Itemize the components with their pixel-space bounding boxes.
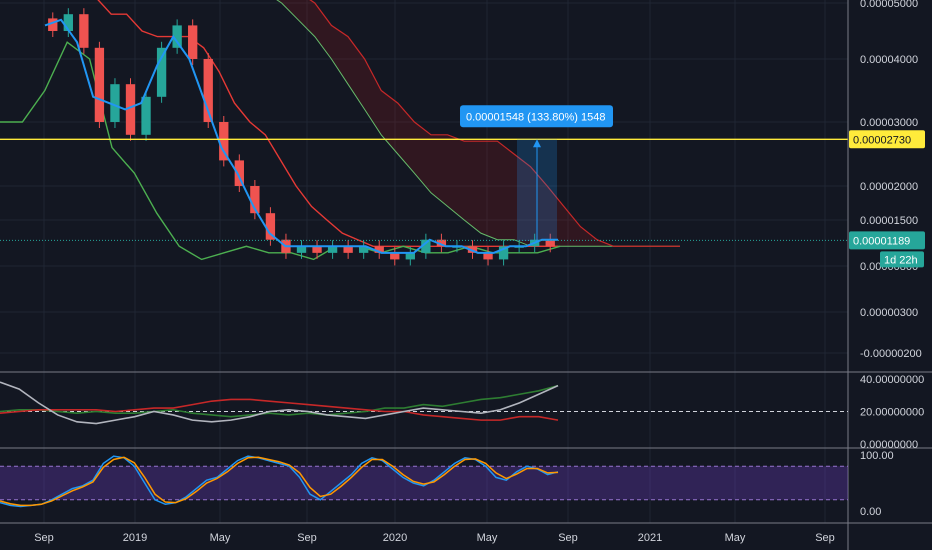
candle-body [219, 122, 229, 161]
measure-label: 0.00001548 (133.80%) 1548 [466, 111, 605, 123]
conversion-line [44, 18, 558, 254]
time-axis-tick-label: 2020 [383, 532, 407, 544]
time-axis-tick-label: Sep [297, 532, 317, 544]
price-axis-tick-label: 0.00004000 [860, 54, 918, 66]
candle-body [390, 252, 400, 260]
stoch-axis-tick-label: 0.00 [860, 506, 881, 518]
price-axis-tick-label: 0.00000300 [860, 307, 918, 319]
candle-body [405, 252, 415, 260]
ichimoku-cloud-fill [277, 0, 680, 247]
dmi-axis-tick-label: 0.00000000 [860, 439, 918, 451]
price-axis-tick-label: 0.00005000 [860, 0, 918, 10]
candle-body [141, 96, 151, 135]
current-price-label: 0.00001189 [853, 235, 910, 247]
stoch-k-line [0, 455, 559, 508]
candle-body [156, 47, 167, 97]
candle-body [125, 84, 136, 135]
time-axis-tick-label: Sep [815, 532, 835, 544]
candle-body [327, 246, 338, 253]
price-axis-tick-label: 0.00003000 [860, 117, 918, 129]
time-axis-tick-label: May [477, 532, 498, 544]
horizontal-level-label: 0.00002730 [853, 134, 911, 146]
price-axis-tick-label: 0.00002000 [860, 181, 918, 193]
candle-body [203, 59, 213, 122]
countdown-label: 1d 22h [884, 254, 918, 266]
dmi-axis-tick-label: 20.00000000 [860, 407, 924, 419]
dmi-adx-line [0, 381, 559, 425]
candle-body [234, 160, 244, 186]
horizontal-level-tag [849, 130, 925, 149]
dmi-axis-tick-label: 40.00000000 [860, 374, 924, 386]
candle-body [498, 246, 509, 260]
price-axis-tick-label: -0.00000200 [860, 348, 922, 360]
current-price-tag [849, 231, 925, 250]
dmi-plus-line [0, 384, 559, 418]
candle-body [374, 246, 384, 253]
candle-body [296, 246, 307, 253]
candle-body [265, 213, 276, 240]
candle-body [359, 246, 369, 253]
candle-body [188, 25, 198, 59]
candle-body [436, 239, 447, 247]
candle-body [250, 186, 260, 214]
candle-body [172, 25, 182, 48]
candle-body [421, 239, 431, 253]
candle-body [79, 14, 89, 48]
stoch-axis-tick-label: 100.00 [860, 450, 894, 462]
time-axis-tick-label: May [210, 532, 231, 544]
stoch-band [0, 466, 848, 500]
time-axis-tick-label: May [725, 532, 746, 544]
measure-label-box [460, 105, 613, 128]
candle-body [94, 47, 105, 122]
lead-span-b-line [309, 0, 680, 247]
countdown-tag [880, 251, 924, 268]
dmi-minus-line [0, 398, 559, 421]
time-axis-tick-label: 2019 [123, 532, 147, 544]
time-axis-tick-label: Sep [558, 532, 578, 544]
candle-body [48, 18, 58, 31]
candle-body [312, 246, 322, 253]
candle-body [343, 246, 353, 253]
measure-arrow-head [533, 139, 541, 148]
stoch-d-line [0, 456, 559, 507]
time-axis-tick-label: Sep [34, 532, 54, 544]
candle-body [63, 14, 73, 31]
candle-body [467, 246, 478, 253]
price-axis-tick-label: 0.00001500 [860, 215, 918, 227]
candle-body [545, 239, 555, 247]
candle-body [483, 252, 493, 260]
candle-body [110, 84, 120, 122]
lead-span-a-line [276, 0, 680, 247]
time-axis-tick-label: 2021 [638, 532, 662, 544]
